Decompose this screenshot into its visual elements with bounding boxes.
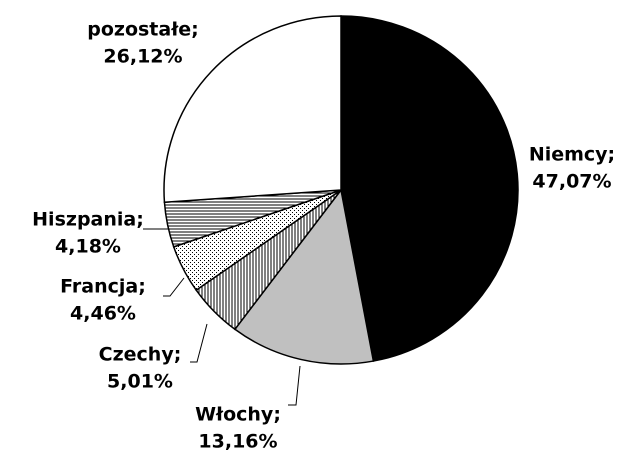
slice-label: pozostałe;: [87, 19, 199, 41]
pie-slice: [233, 188, 375, 365]
slice-value-label: 4,46%: [70, 303, 136, 325]
slice-label: Czechy;: [99, 344, 182, 366]
leader-line: [190, 323, 208, 363]
pie-slice: [163, 15, 342, 204]
slice-label: Francja;: [60, 276, 146, 298]
leader-line: [163, 277, 185, 297]
slice-value-label: 26,12%: [103, 46, 182, 68]
slice-value-label: 5,01%: [107, 371, 173, 393]
slice-label: Hiszpania;: [32, 209, 144, 231]
pie-slice: [340, 15, 519, 362]
leader-line: [288, 365, 301, 406]
slice-value-label: 4,18%: [55, 236, 121, 258]
slice-value-label: 47,07%: [532, 171, 611, 193]
slice-value-label: 13,16%: [198, 431, 277, 450]
slice-label: Włochy;: [195, 404, 281, 426]
slice-label: Niemcy;: [529, 144, 615, 166]
